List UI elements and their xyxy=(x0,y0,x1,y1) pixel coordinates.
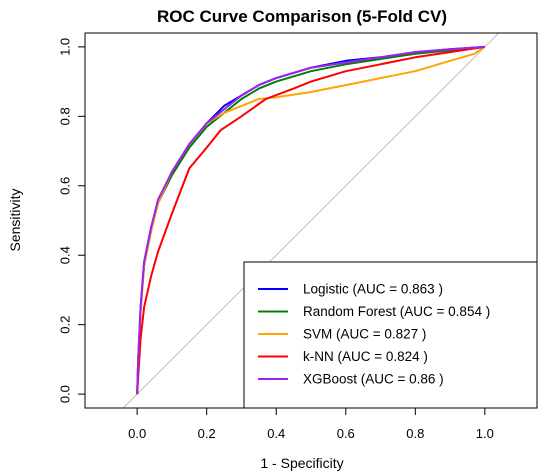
plot-marks xyxy=(122,33,500,408)
x-tick-label: 0.0 xyxy=(128,426,146,441)
legend-entry-label: XGBoost (AUC = 0.86 ) xyxy=(303,372,444,387)
y-tick-label: 0.2 xyxy=(58,316,73,334)
roc-series-line-4 xyxy=(136,45,485,395)
x-axis: 0.0 0.2 0.4 0.6 0.8 1.0 xyxy=(128,407,494,441)
legend: Logistic (AUC = 0.863 ) Random Forest (AU… xyxy=(243,261,538,409)
y-axis-label: Sensitivity xyxy=(7,188,23,251)
x-axis-label: 1 - Specificity xyxy=(260,455,343,471)
x-tick-label: 0.8 xyxy=(406,426,424,441)
roc-series-line-3 xyxy=(136,45,485,395)
legend-entry-label: k-NN (AUC = 0.824 ) xyxy=(303,349,428,364)
y-tick-label: 0.0 xyxy=(58,385,73,403)
legend-entry-label: Logistic (AUC = 0.863 ) xyxy=(303,282,443,297)
legend-entry-label: Random Forest (AUC = 0.854 ) xyxy=(303,304,490,319)
x-tick-label: 0.4 xyxy=(267,426,285,441)
y-tick-label: 1.0 xyxy=(58,38,73,56)
legend-box xyxy=(243,261,538,409)
x-tick-label: 0.6 xyxy=(337,426,355,441)
y-tick-label: 0.4 xyxy=(58,246,73,264)
x-tick-label: 1.0 xyxy=(476,426,494,441)
chart-title: ROC Curve Comparison (5-Fold CV) xyxy=(157,7,447,26)
y-axis: 0.0 0.2 0.4 0.6 0.8 1.0 xyxy=(58,38,86,403)
legend-entry-label: SVM (AUC = 0.827 ) xyxy=(303,327,426,342)
x-tick-label: 0.2 xyxy=(198,426,216,441)
y-tick-label: 0.6 xyxy=(58,177,73,195)
reference-diagonal-line xyxy=(122,33,500,408)
plot-area xyxy=(122,33,500,408)
y-tick-label: 0.8 xyxy=(58,107,73,125)
